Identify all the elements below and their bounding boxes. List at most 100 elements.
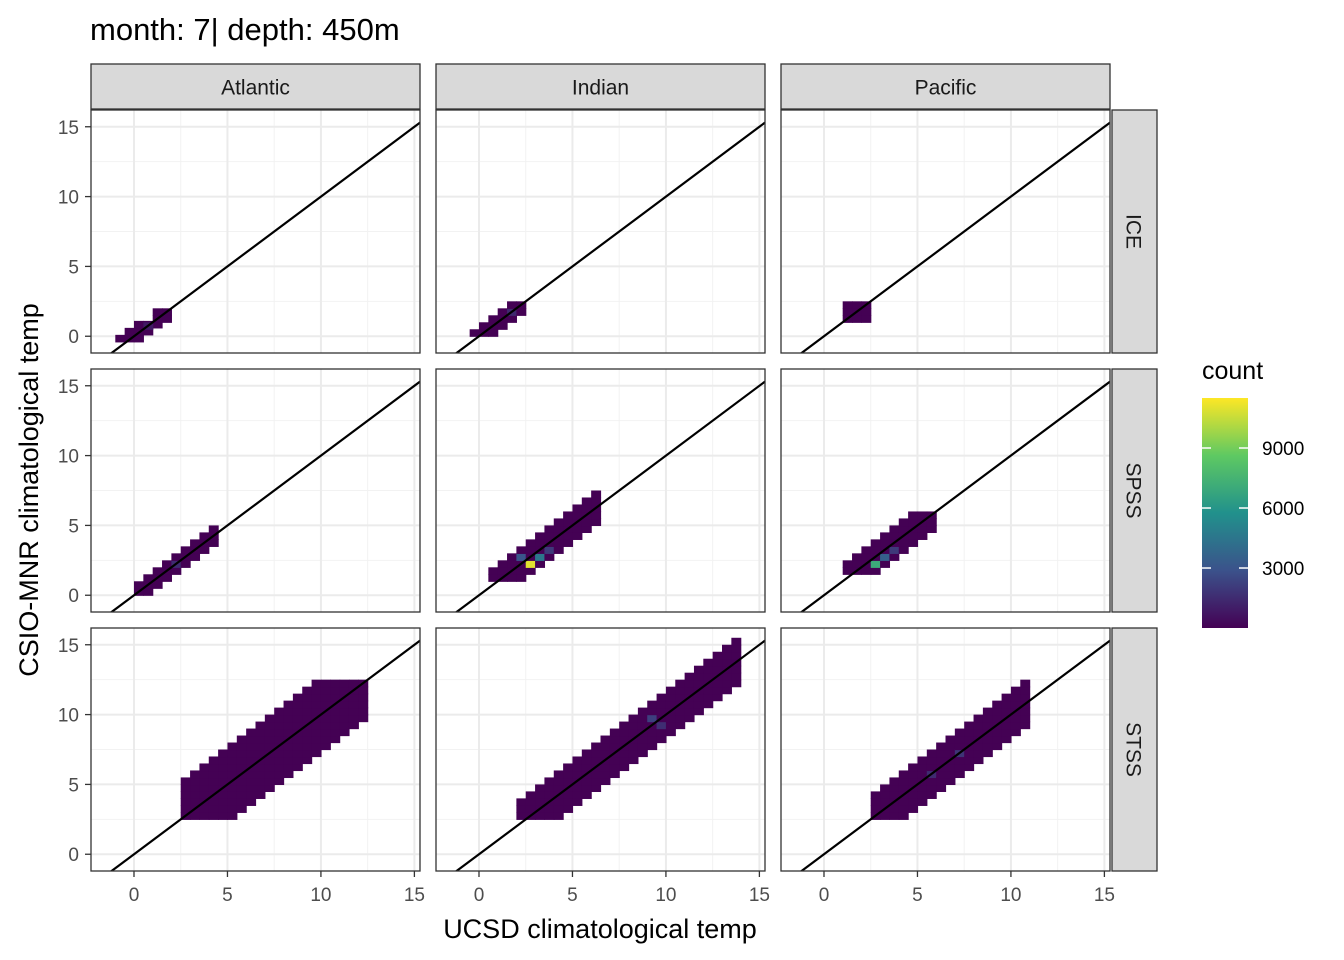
heatmap-tile <box>675 686 686 695</box>
panel-border <box>90 109 421 354</box>
heatmap-tile <box>544 525 555 533</box>
heatmap-tile <box>236 742 247 751</box>
heatmap-tile <box>982 721 993 730</box>
heatmap-tile <box>563 532 574 540</box>
heatmap-tile <box>311 686 322 695</box>
legend-ticks: 3000 6000 9000 <box>1202 439 1304 580</box>
heatmap-tile <box>218 749 229 758</box>
heatmap-tile <box>1001 721 1012 730</box>
heatmap-tile <box>246 784 257 792</box>
heatmap-tile <box>330 707 341 716</box>
heatmap-tile <box>917 756 928 765</box>
heatmap-tile <box>283 763 294 772</box>
heatmap-tile <box>591 511 602 520</box>
heatmap-tile <box>572 525 583 533</box>
heatmap-tile <box>497 322 508 330</box>
heatmap-tile <box>619 763 630 772</box>
heatmap-tile <box>572 763 583 772</box>
heatmap-tile <box>600 742 611 751</box>
y-tick-label: 0 <box>68 327 79 348</box>
heatmap-tile <box>133 334 144 343</box>
heatmap-tile <box>218 798 229 806</box>
heatmap-tile <box>936 784 947 792</box>
heatmap-tile <box>656 700 667 709</box>
heatmap-tile <box>507 553 517 561</box>
strip-background <box>780 63 1111 110</box>
heatmap-tile <box>563 511 574 520</box>
heatmap-tile <box>330 693 341 702</box>
x-tick-label: 10 <box>655 885 676 906</box>
heatmap-tile <box>842 301 853 309</box>
heatmap-tile <box>535 812 546 820</box>
heatmap-tile <box>190 812 201 820</box>
heatmap-tile <box>339 686 350 695</box>
heatmap-tile <box>227 770 238 779</box>
heatmap-tile <box>982 714 993 723</box>
heatmap-tile <box>889 525 900 533</box>
heatmap-tile <box>1020 714 1031 723</box>
panel-border <box>780 109 1111 354</box>
heatmap-tile <box>898 798 909 806</box>
panel-atlantic-spss: 0 5 10 15 <box>58 368 421 613</box>
heatmap-tile <box>861 567 872 575</box>
heatmap-tile <box>292 735 303 744</box>
heatmap-tile <box>535 539 546 547</box>
x-tick-label: 5 <box>567 885 578 906</box>
heatmap-tile <box>703 658 714 667</box>
heatmap-tile <box>628 714 639 723</box>
heatmap-tile <box>292 749 303 758</box>
x-tick-label: 0 <box>129 885 140 906</box>
heatmap-tile <box>852 560 862 568</box>
heatmap-tile <box>311 721 322 730</box>
heatmap-tile <box>330 728 341 737</box>
heatmap-tile <box>722 686 732 695</box>
heatmap-tile <box>712 658 723 667</box>
heatmap-tile <box>330 735 341 744</box>
heatmap-tile <box>609 735 620 744</box>
heatmap-tile <box>320 735 331 744</box>
heatmap-tile <box>507 574 517 582</box>
heatmap-tile <box>358 700 369 709</box>
heatmap-tile <box>693 679 704 688</box>
heatmap-tile <box>339 714 350 723</box>
heatmap-tile <box>553 805 564 813</box>
heatmap-tile <box>898 784 909 792</box>
heatmap-tile <box>133 320 144 329</box>
heatmap-tile <box>665 714 676 723</box>
x-tick-label: 5 <box>912 885 923 906</box>
heatmap-tile <box>889 791 900 799</box>
heatmap-tile <box>1010 728 1021 737</box>
facet-panels: 0 5 10 15 0 5 10 15 0 5 10 15 0 5 10 15 0 5 10 15 0 5 10 15 Atla… <box>58 63 1158 906</box>
heatmap-tile <box>581 756 592 765</box>
heatmap-tile <box>731 672 742 681</box>
heatmap-tile <box>507 301 517 309</box>
heatmap-tile <box>572 784 583 792</box>
heatmap-tile <box>870 791 881 799</box>
heatmap-tile <box>870 539 881 547</box>
heatmap-tile <box>152 320 163 329</box>
row-strip-ice: ICE <box>1111 109 1158 354</box>
heatmap-tile <box>637 714 648 723</box>
panel-border <box>780 627 1111 872</box>
heatmap-tile <box>600 763 611 772</box>
heatmap-tile <box>246 770 257 779</box>
heatmap-tile <box>945 735 956 744</box>
heatmap-tile <box>544 777 555 786</box>
heatmap-tile <box>973 714 984 723</box>
identity-line <box>454 121 765 353</box>
heatmap-tile <box>647 742 658 751</box>
heatmap-tile <box>973 721 984 730</box>
heatmap-tile <box>637 707 648 716</box>
heatmap-tile <box>227 791 238 799</box>
heatmap-tile <box>964 749 975 758</box>
heatmap-tile <box>936 770 947 779</box>
y-tick-label: 5 <box>68 257 79 278</box>
heatmap-tiles <box>180 679 369 820</box>
heatmap-tile <box>954 728 965 737</box>
heatmap-tile <box>553 546 564 554</box>
heatmap-tile <box>703 700 714 709</box>
heatmap-tile <box>180 798 191 806</box>
heatmap-tile <box>908 763 919 772</box>
heatmap-tile <box>954 756 965 765</box>
heatmap-tile <box>143 327 154 336</box>
